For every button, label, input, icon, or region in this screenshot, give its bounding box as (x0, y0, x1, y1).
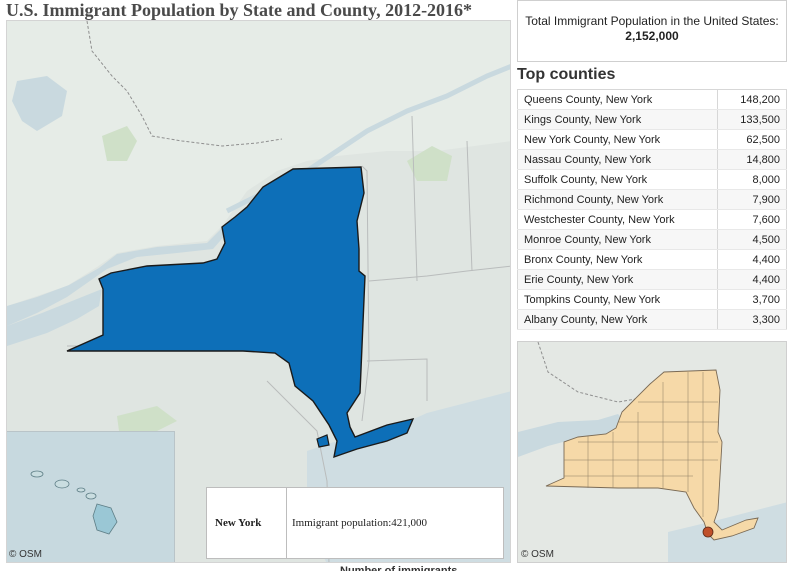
park-area (102, 126, 137, 161)
legend-caption: Number of immigrants (340, 565, 458, 571)
county-name-cell: New York County, New York (517, 129, 718, 150)
table-row[interactable]: Richmond County, New York 7,900 (517, 189, 787, 210)
total-label: Total Immigrant Population in the United… (525, 14, 779, 28)
park-area (407, 146, 452, 181)
county-name-cell: Richmond County, New York (517, 189, 718, 210)
county-name-cell: Erie County, New York (517, 269, 718, 290)
staten-island-shape (316, 434, 330, 448)
mini-map-border (537, 342, 649, 403)
state-tooltip: New York Immigrant population:421,000 (206, 487, 504, 559)
nyc-highlight (702, 526, 714, 538)
great-lakes-water (7, 217, 232, 326)
hawaii-island (76, 487, 86, 493)
hawaii-island (30, 470, 44, 478)
state-boundary (466, 140, 473, 272)
table-row[interactable]: Suffolk County, New York 8,000 (517, 169, 787, 190)
county-name-cell: Nassau County, New York (517, 149, 718, 170)
county-name-cell: Westchester County, New York (517, 209, 718, 230)
hawaii-inset (7, 431, 175, 562)
table-row[interactable]: Tompkins County, New York 3,700 (517, 289, 787, 310)
new-york-state-shape (66, 166, 415, 459)
county-name-cell: Kings County, New York (517, 109, 718, 130)
top-counties-heading: Top counties (517, 66, 616, 83)
table-row[interactable]: Queens County, New York 148,200 (517, 89, 787, 110)
state-boundary (366, 358, 428, 401)
county-value-cell: 148,200 (717, 89, 787, 110)
table-row[interactable]: Albany County, New York 3,300 (517, 309, 787, 330)
international-border (86, 21, 283, 147)
county-name-cell: Bronx County, New York (517, 249, 718, 270)
county-value-cell: 4,400 (717, 269, 787, 290)
mini-osm-credit-link[interactable]: © OSM (521, 549, 554, 560)
county-value-cell: 3,300 (717, 309, 787, 330)
mini-map-lake (518, 414, 628, 457)
mini-county-map[interactable]: © OSM (517, 341, 787, 563)
state-boundary (368, 265, 510, 282)
state-boundary (361, 165, 370, 422)
top-counties-table: Queens County, New York 148,200 Kings Coun… (517, 89, 787, 330)
state-boundary (411, 115, 418, 282)
lake-nipissing (12, 76, 67, 131)
table-row[interactable]: Bronx County, New York 4,400 (517, 249, 787, 270)
county-name-cell: Tompkins County, New York (517, 289, 718, 310)
main-map-canvas[interactable] (7, 21, 511, 563)
tooltip-state-name: New York (207, 488, 287, 558)
county-value-cell: 3,700 (717, 289, 787, 310)
lake-erie-water (7, 289, 102, 346)
county-lines (564, 372, 718, 517)
hawaii-big-island (92, 503, 118, 535)
table-row[interactable]: Erie County, New York 4,400 (517, 269, 787, 290)
park-area (117, 406, 177, 436)
main-map[interactable]: New York Immigrant population:421,000 © … (6, 20, 511, 563)
county-value-cell: 8,000 (717, 169, 787, 190)
table-row[interactable]: Westchester County, New York 7,600 (517, 209, 787, 230)
table-row[interactable]: Nassau County, New York 14,800 (517, 149, 787, 170)
county-value-cell: 133,500 (717, 109, 787, 130)
page-title: U.S. Immigrant Population by State and C… (6, 0, 473, 20)
new-york-counties-shape (545, 369, 759, 541)
county-name-cell: Suffolk County, New York (517, 169, 718, 190)
table-row[interactable]: Monroe County, New York 4,500 (517, 229, 787, 250)
county-value-cell: 14,800 (717, 149, 787, 170)
county-value-cell: 62,500 (717, 129, 787, 150)
county-name-cell: Albany County, New York (517, 309, 718, 330)
table-row[interactable]: New York County, New York 62,500 (517, 129, 787, 150)
total-value: 2,152,000 (625, 29, 679, 43)
county-value-cell: 7,900 (717, 189, 787, 210)
county-name-cell: Queens County, New York (517, 89, 718, 110)
total-immigrant-box: Total Immigrant Population in the United… (517, 0, 787, 62)
mini-map-canvas[interactable] (518, 342, 787, 563)
county-name-cell: Monroe County, New York (517, 229, 718, 250)
hawaii-islands (30, 470, 118, 535)
canada-land (7, 21, 510, 306)
hawaii-island (54, 479, 70, 489)
tooltip-value: Immigrant population:421,000 (292, 517, 428, 529)
county-value-cell: 4,400 (717, 249, 787, 270)
table-row[interactable]: Kings County, New York 133,500 (517, 109, 787, 130)
osm-credit-link[interactable]: © OSM (9, 549, 42, 560)
county-value-cell: 4,500 (717, 229, 787, 250)
county-value-cell: 7,600 (717, 209, 787, 230)
hawaii-island (85, 492, 97, 500)
